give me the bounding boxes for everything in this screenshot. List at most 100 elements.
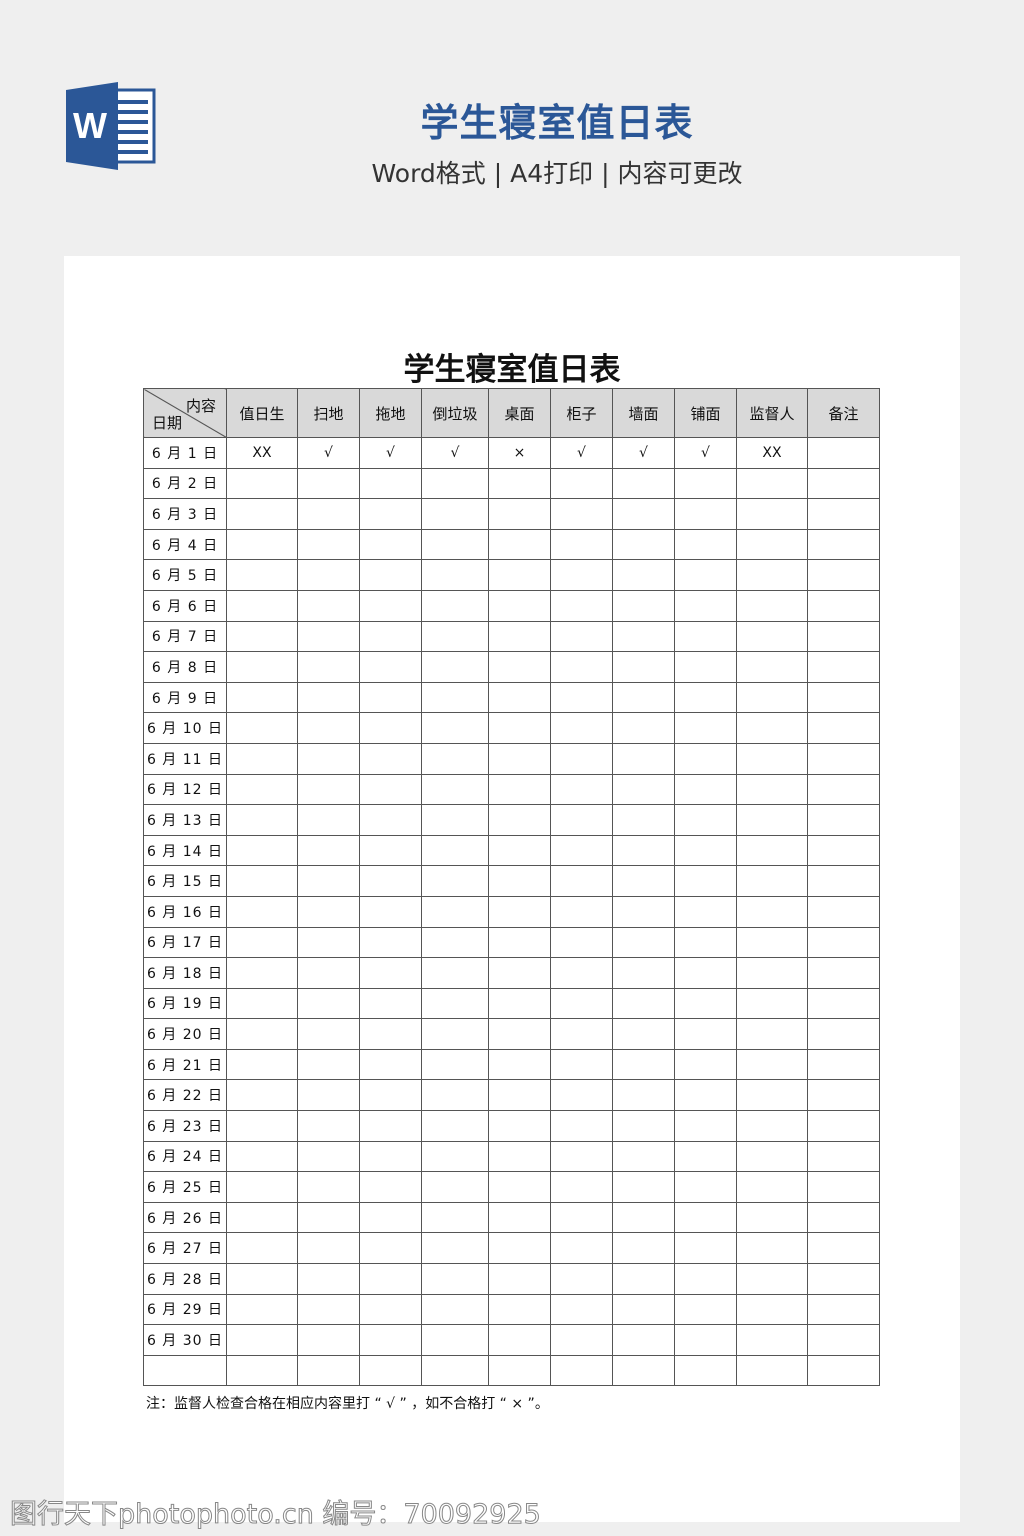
table-cell[interactable] <box>359 1079 422 1112</box>
table-cell[interactable] <box>612 528 675 561</box>
table-cell[interactable] <box>612 1293 675 1326</box>
table-cell[interactable] <box>612 1171 675 1203</box>
table-cell[interactable] <box>488 834 551 867</box>
table-cell[interactable]: √ <box>359 437 422 469</box>
table-cell[interactable] <box>297 559 360 591</box>
table-cell[interactable] <box>359 1263 422 1295</box>
table-cell[interactable] <box>297 651 360 683</box>
table-cell[interactable] <box>550 1293 613 1326</box>
table-cell[interactable] <box>226 589 298 622</box>
table-cell[interactable] <box>674 1140 737 1173</box>
table-cell[interactable] <box>359 498 422 530</box>
table-cell[interactable] <box>359 712 422 744</box>
table-cell[interactable] <box>612 1140 675 1173</box>
table-cell[interactable] <box>674 957 737 989</box>
table-cell[interactable] <box>226 773 298 806</box>
table-cell[interactable] <box>736 1293 808 1326</box>
table-cell[interactable] <box>297 804 360 836</box>
table-cell[interactable] <box>736 742 808 775</box>
table-cell[interactable] <box>359 773 422 806</box>
table-cell[interactable] <box>226 498 298 530</box>
table-cell[interactable] <box>674 1263 737 1295</box>
table-cell[interactable] <box>421 559 489 591</box>
table-cell[interactable] <box>807 804 880 836</box>
table-cell[interactable] <box>807 865 880 897</box>
table-cell[interactable] <box>674 528 737 561</box>
table-cell[interactable] <box>359 926 422 959</box>
table-cell[interactable] <box>807 712 880 744</box>
table-cell[interactable] <box>550 712 613 744</box>
table-cell[interactable] <box>807 834 880 867</box>
table-cell[interactable] <box>807 895 880 928</box>
table-cell[interactable] <box>550 498 613 530</box>
table-cell[interactable] <box>226 1201 298 1234</box>
table-cell[interactable] <box>226 467 298 500</box>
table-cell[interactable] <box>297 620 360 653</box>
table-cell[interactable] <box>297 926 360 959</box>
table-cell[interactable] <box>807 742 880 775</box>
table-cell[interactable] <box>297 1079 360 1112</box>
table-cell[interactable] <box>226 1048 298 1081</box>
table-cell[interactable] <box>612 926 675 959</box>
table-cell[interactable] <box>736 957 808 989</box>
table-cell[interactable] <box>421 773 489 806</box>
table-cell[interactable] <box>226 987 298 1020</box>
table-cell[interactable] <box>550 1140 613 1173</box>
table-cell[interactable] <box>674 1324 737 1356</box>
table-cell[interactable] <box>612 865 675 897</box>
table-cell[interactable] <box>612 467 675 500</box>
table-cell[interactable] <box>612 1201 675 1234</box>
table-cell[interactable] <box>359 865 422 897</box>
table-cell[interactable] <box>807 1079 880 1112</box>
table-cell[interactable]: XX <box>226 437 298 469</box>
table-cell[interactable] <box>674 895 737 928</box>
table-cell[interactable] <box>674 1201 737 1234</box>
table-cell[interactable] <box>297 1171 360 1203</box>
table-cell[interactable] <box>550 865 613 897</box>
table-cell[interactable] <box>612 712 675 744</box>
table-cell[interactable] <box>297 865 360 897</box>
table-cell[interactable] <box>612 773 675 806</box>
table-cell[interactable] <box>488 1079 551 1112</box>
table-cell[interactable] <box>226 712 298 744</box>
table-cell[interactable] <box>612 1079 675 1112</box>
table-cell[interactable] <box>421 1079 489 1112</box>
table-cell[interactable] <box>736 1018 808 1050</box>
table-cell[interactable] <box>736 1171 808 1203</box>
table-cell[interactable] <box>674 559 737 591</box>
table-cell[interactable] <box>807 528 880 561</box>
table-cell[interactable] <box>736 620 808 653</box>
table-cell[interactable] <box>736 1263 808 1295</box>
table-cell[interactable] <box>612 1018 675 1050</box>
table-cell[interactable]: √ <box>550 437 613 469</box>
table-cell[interactable] <box>674 467 737 500</box>
table-cell[interactable] <box>550 773 613 806</box>
table-cell[interactable] <box>674 834 737 867</box>
table-cell[interactable] <box>736 1079 808 1112</box>
table-cell[interactable] <box>297 895 360 928</box>
table-cell[interactable] <box>297 1232 360 1265</box>
table-cell[interactable] <box>807 498 880 530</box>
table-cell[interactable] <box>297 1140 360 1173</box>
table-cell[interactable] <box>807 589 880 622</box>
table-cell[interactable] <box>488 1263 551 1295</box>
table-cell[interactable] <box>359 804 422 836</box>
table-cell[interactable] <box>807 1171 880 1203</box>
table-cell[interactable] <box>674 620 737 653</box>
table-cell[interactable] <box>421 987 489 1020</box>
table-cell[interactable] <box>488 1324 551 1356</box>
table-cell[interactable] <box>807 1018 880 1050</box>
table-cell[interactable] <box>807 467 880 500</box>
table-cell[interactable] <box>674 651 737 683</box>
table-cell[interactable] <box>359 1324 422 1356</box>
table-cell[interactable] <box>488 651 551 683</box>
table-cell[interactable] <box>421 1018 489 1050</box>
table-cell[interactable] <box>674 742 737 775</box>
table-cell[interactable] <box>674 712 737 744</box>
table-cell[interactable] <box>421 895 489 928</box>
table-cell[interactable] <box>807 559 880 591</box>
table-cell[interactable] <box>297 1018 360 1050</box>
table-cell[interactable] <box>421 712 489 744</box>
table-cell[interactable] <box>359 651 422 683</box>
table-cell[interactable] <box>226 1263 298 1295</box>
